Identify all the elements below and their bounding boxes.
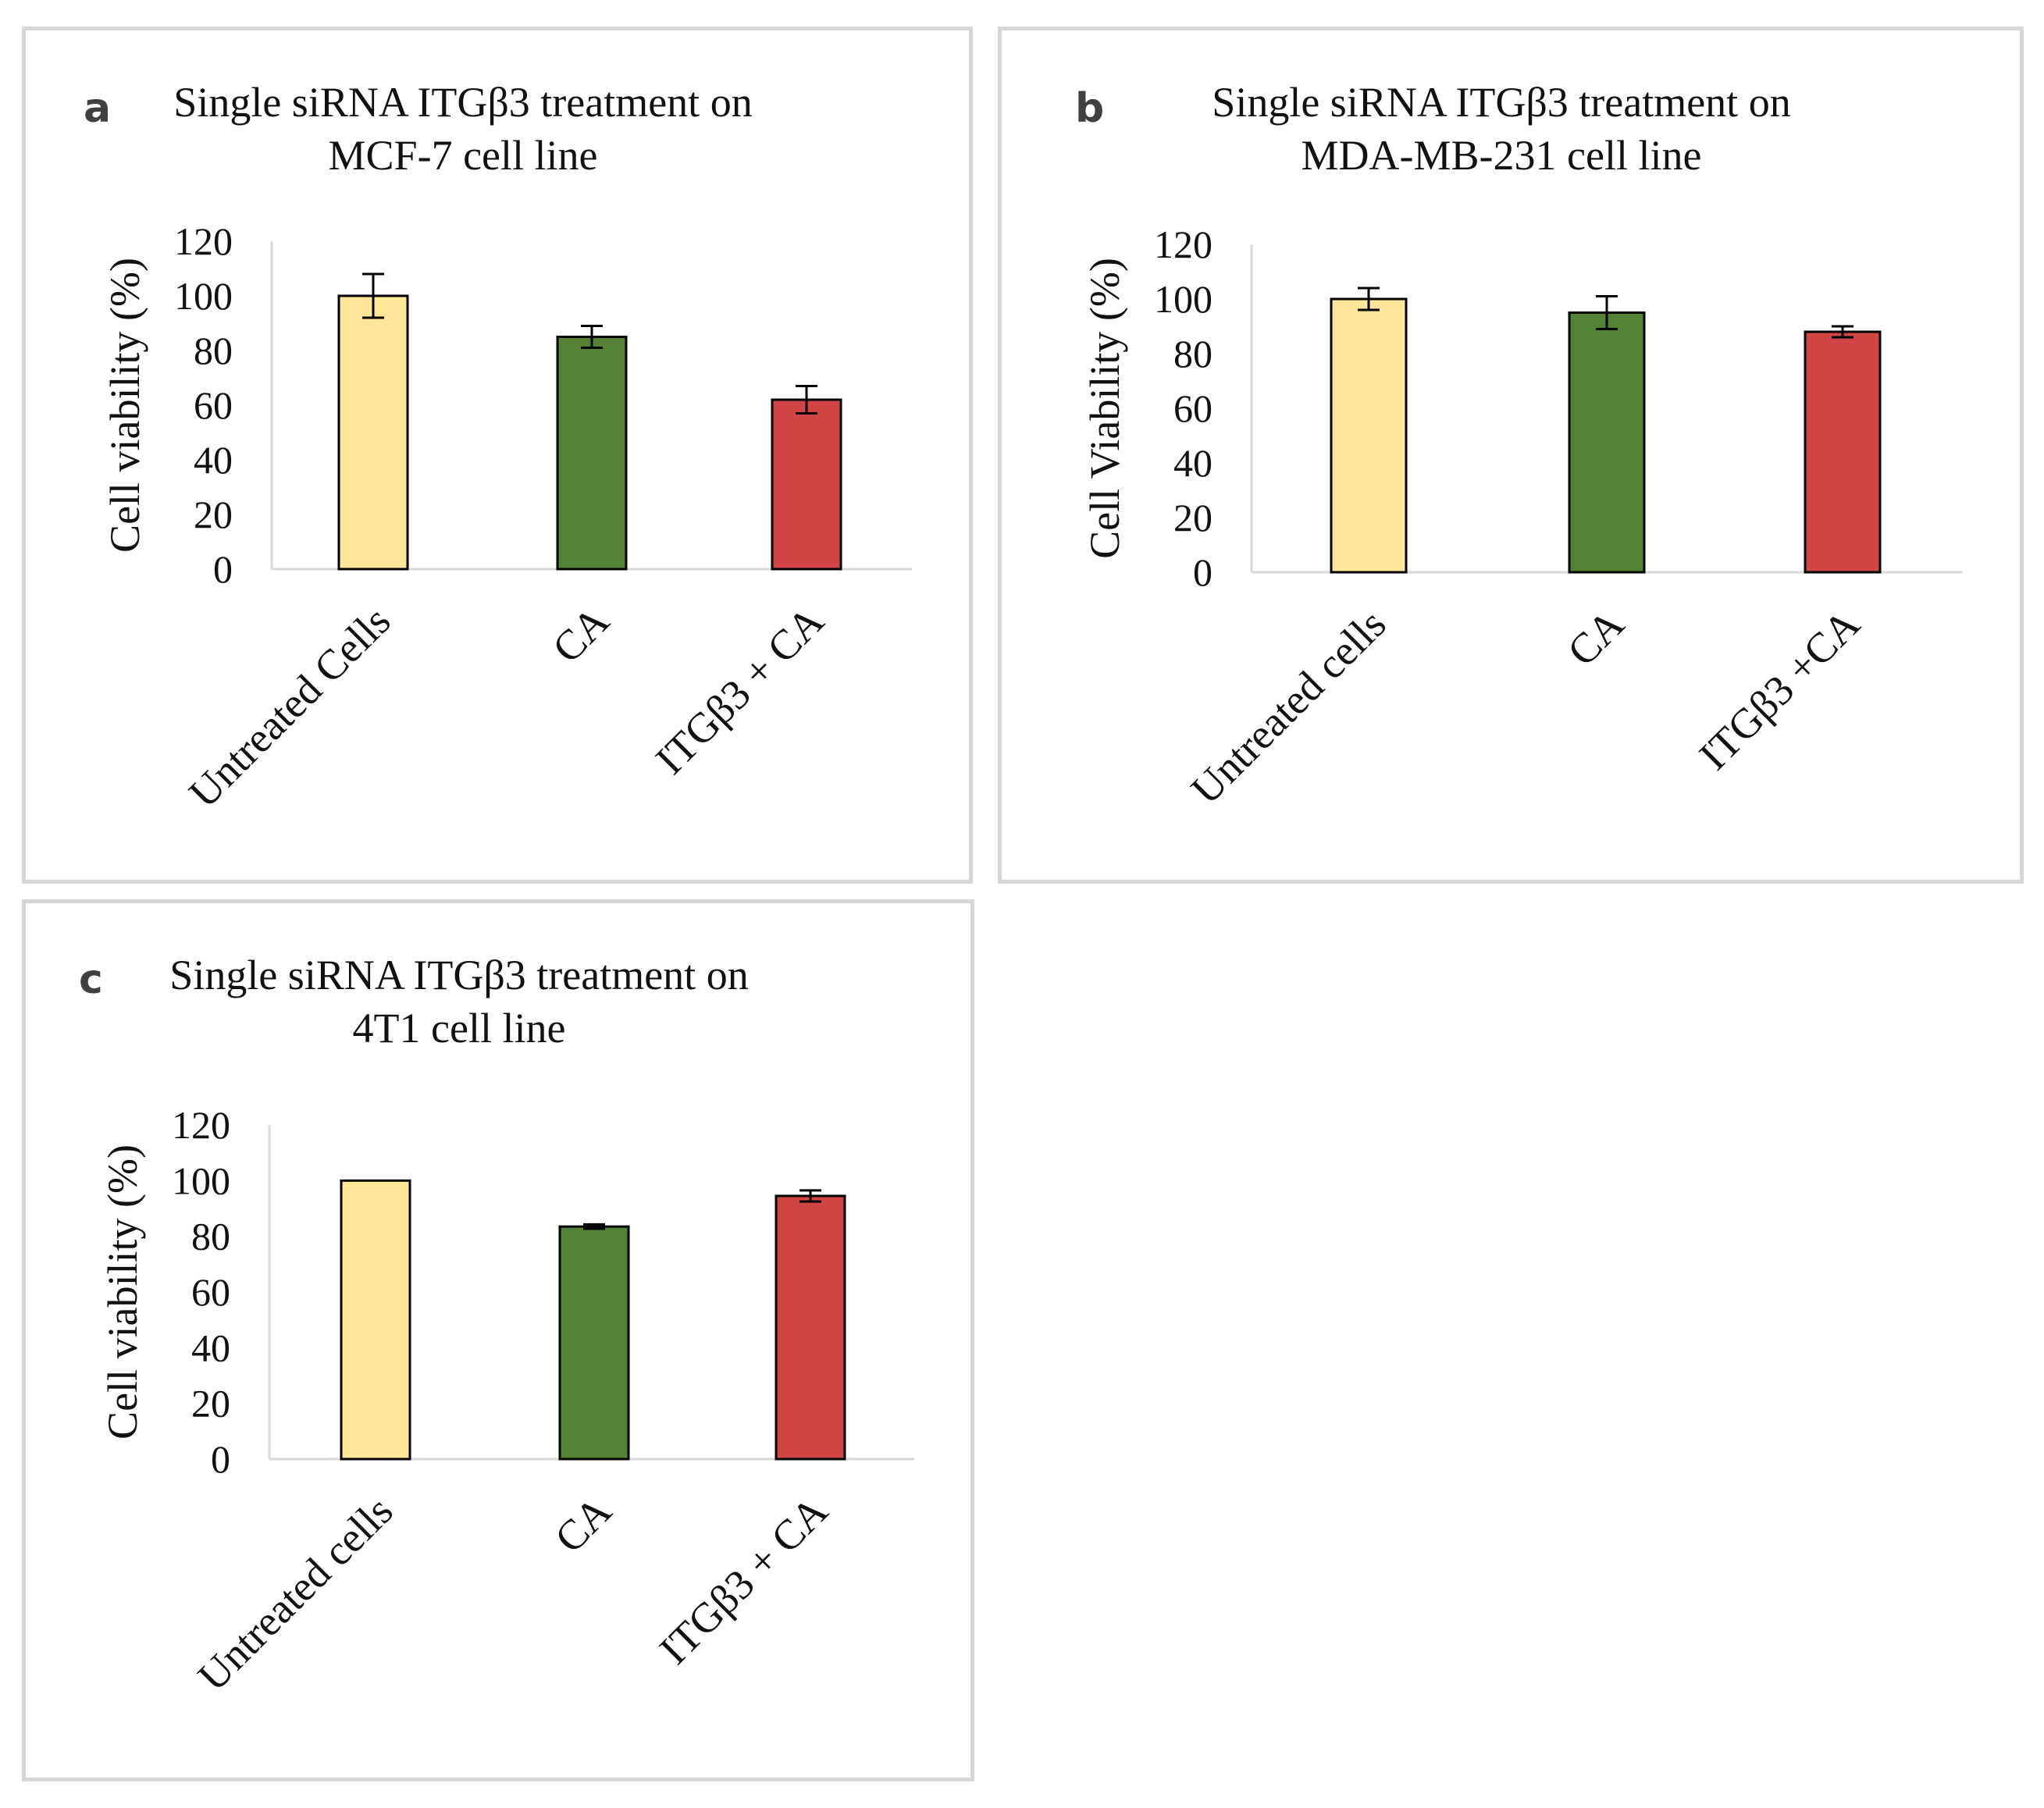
chart-title-line-2: 4T1 cell line xyxy=(352,1005,566,1052)
bar xyxy=(1804,330,1882,574)
bar xyxy=(1330,297,1408,574)
x-tick-label: CA xyxy=(546,1487,620,1561)
y-tick-label: 0 xyxy=(213,547,233,591)
bar xyxy=(771,398,842,571)
chart-title: Single siRNA ITGβ3 treatment on MDA-MB-2… xyxy=(1158,76,1845,182)
chart-title: Single siRNA ITGβ3 treatment on MCF-7 ce… xyxy=(151,76,775,182)
bar-chart: 0 20 40 60 80 100 120 Cell viability (%) Untreat… xyxy=(101,219,912,817)
x-tick-label: ITGβ3 + CA xyxy=(650,1487,836,1673)
panel-label: c xyxy=(79,956,103,1003)
y-tick-label: 80 xyxy=(194,329,233,372)
bar xyxy=(558,1225,630,1461)
y-tick-label: 20 xyxy=(1173,496,1213,539)
panel-b: b Single siRNA ITGβ3 treatment on MDA-MB… xyxy=(998,27,2024,884)
y-axis-label: Cell viability (%) xyxy=(101,258,148,553)
chart-title: Single siRNA ITGβ3 treatment on 4T1 cell… xyxy=(151,948,767,1055)
bar xyxy=(775,1194,846,1461)
panel-label: a xyxy=(84,85,112,132)
chart-title-line-1: Single siRNA ITGβ3 treatment on xyxy=(173,79,753,126)
y-tick-label: 60 xyxy=(1173,386,1213,430)
bar xyxy=(337,294,409,571)
y-tick-label: 40 xyxy=(191,1326,230,1369)
bar xyxy=(340,1179,411,1461)
bar xyxy=(1568,311,1646,574)
y-tick-label: 40 xyxy=(1173,441,1213,485)
y-tick-label: 20 xyxy=(194,493,233,536)
y-tick-label: 100 xyxy=(172,1158,230,1202)
y-tick-label: 100 xyxy=(1154,277,1213,321)
chart-title-line-2: MDA-MB-231 cell line xyxy=(1301,132,1702,179)
y-tick-label: 0 xyxy=(1193,550,1213,594)
y-tick-label: 120 xyxy=(1154,222,1213,266)
x-tick-label: CA xyxy=(543,597,618,671)
y-tick-label: 20 xyxy=(191,1382,230,1425)
bar-chart: 0 20 40 60 80 100 120 Cell viability (%) Untreat… xyxy=(99,1103,914,1700)
y-tick-label: 60 xyxy=(191,1270,230,1314)
y-axis-label: Cell viability (%) xyxy=(99,1144,146,1440)
x-tick-label: Untreated cells xyxy=(1182,600,1394,813)
panel-c: c Single siRNA ITGβ3 treatment on 4T1 ce… xyxy=(22,899,974,1781)
panel-a: a Single siRNA ITGβ3 treatment on MCF-7 … xyxy=(22,27,973,884)
y-tick-label: 80 xyxy=(191,1215,230,1258)
y-tick-label: 60 xyxy=(194,383,233,427)
bar-chart: 0 20 40 60 80 100 120 Cell Viability (%) Untreat… xyxy=(1081,222,1962,813)
x-tick-label: Untreated Cells xyxy=(180,597,399,817)
y-tick-label: 0 xyxy=(211,1437,230,1481)
chart-title-line-2: MCF-7 cell line xyxy=(328,132,598,179)
y-axis-label: Cell Viability (%) xyxy=(1081,258,1128,559)
x-tick-label: Untreated cells xyxy=(189,1487,401,1699)
bar xyxy=(556,336,628,571)
chart-title-line-1: Single siRNA ITGβ3 treatment on xyxy=(169,952,749,998)
x-tick-label: CA xyxy=(1558,600,1633,674)
x-tick-label: ITGβ3 + CA xyxy=(646,597,832,783)
x-tick-label: ITGβ3 +CA xyxy=(1690,600,1869,779)
y-tick-label: 80 xyxy=(1173,332,1213,375)
chart-title-line-1: Single siRNA ITGβ3 treatment on xyxy=(1212,79,1791,126)
panel-label: b xyxy=(1075,85,1105,132)
y-tick-label: 120 xyxy=(172,1103,230,1147)
y-tick-label: 100 xyxy=(174,274,233,318)
y-tick-label: 120 xyxy=(174,219,233,263)
y-tick-label: 40 xyxy=(194,438,233,482)
